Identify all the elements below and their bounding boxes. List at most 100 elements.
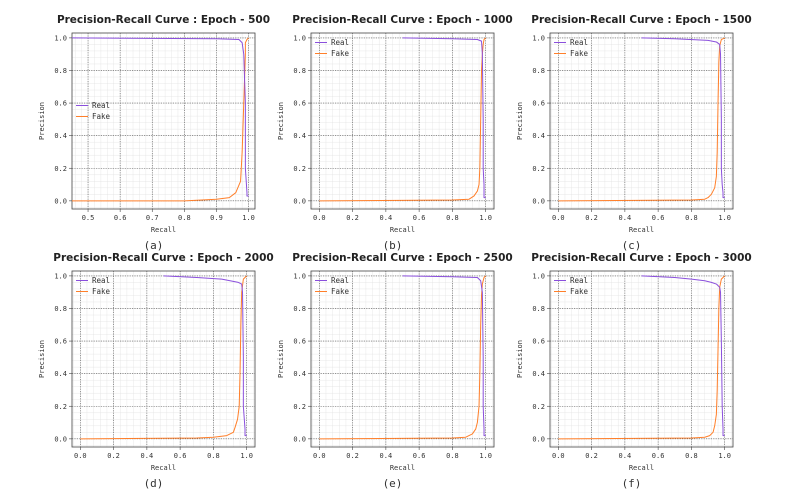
x-tick-label: 0.8 <box>685 452 698 460</box>
legend-label-fake: Fake <box>331 49 350 58</box>
x-tick-label: 0.8 <box>685 214 698 222</box>
chart-title: Precision-Recall Curve : Epoch - 500 <box>57 14 270 26</box>
minor-grid <box>72 271 255 447</box>
x-axis-label: Recall <box>629 226 654 234</box>
legend-label-fake: Fake <box>331 287 350 296</box>
x-tick-label: 0.4 <box>141 452 154 460</box>
y-tick-label: 0.4 <box>54 132 67 140</box>
y-tick-label: 0.0 <box>532 197 545 205</box>
minor-grid <box>72 33 256 209</box>
chart-panel-4: 0.0 0.2 0.4 0.6 0.8 1.0 0.0 0.2 0.4 0.6 0.8 1.0 Prec… <box>38 252 274 490</box>
y-tick-label: 0.4 <box>532 370 545 378</box>
legend-label-real: Real <box>92 276 110 285</box>
series-line-real <box>641 275 725 437</box>
x-tick-label: 0.6 <box>413 214 426 222</box>
minor-grid <box>550 271 733 447</box>
x-tick-label: 0.2 <box>346 452 359 460</box>
x-tick-label: 0.9 <box>210 214 223 222</box>
y-tick-label: 0.6 <box>532 338 545 346</box>
x-tick-label: 0.8 <box>178 214 191 222</box>
x-axis-label: Recall <box>390 226 415 234</box>
y-tick-label: 0.0 <box>293 435 306 443</box>
y-tick-label: 0.4 <box>293 132 306 140</box>
chart-panel-5: 0.0 0.2 0.4 0.6 0.8 1.0 0.0 0.2 0.4 0.6 0.8 1.0 Prec… <box>277 252 513 490</box>
x-tick-label: 0.0 <box>74 452 87 460</box>
x-tick-label: 0.4 <box>380 214 393 222</box>
x-tick-label: 0.8 <box>446 214 459 222</box>
x-tick-label: 0.6 <box>652 452 665 460</box>
y-tick-label: 0.4 <box>293 370 306 378</box>
y-axis-label: Precision <box>38 340 46 378</box>
series-line-fake <box>558 275 726 440</box>
y-tick-label: 1.0 <box>293 272 306 280</box>
y-tick-label: 0.0 <box>54 435 67 443</box>
major-grid <box>72 33 255 209</box>
y-tick-label: 0.0 <box>54 197 67 205</box>
legend-label-real: Real <box>92 101 110 110</box>
series-line-fake <box>80 275 248 440</box>
chart-title: Precision-Recall Curve : Epoch - 3000 <box>531 252 751 264</box>
chart-title: Precision-Recall Curve : Epoch - 1000 <box>292 14 512 26</box>
y-axis-label: Precision <box>516 102 524 140</box>
x-axis-label: Recall <box>151 226 176 234</box>
legend-label-real: Real <box>331 276 349 285</box>
chart-panel-1: 0.5 0.6 0.7 0.8 0.9 1.0 0.0 0.2 0.4 0.6 0.8 1.0 Prec… <box>38 14 270 252</box>
y-tick-label: 0.4 <box>532 132 545 140</box>
y-tick-label: 0.2 <box>532 403 545 411</box>
minor-grid <box>311 33 494 209</box>
x-tick-label: 0.4 <box>619 452 632 460</box>
x-tick-label: 0.6 <box>413 452 426 460</box>
series-line-fake <box>319 275 487 440</box>
panel-caption: (b) <box>383 239 403 252</box>
chart-title: Precision-Recall Curve : Epoch - 1500 <box>531 14 751 26</box>
y-tick-label: 0.6 <box>293 100 306 108</box>
series-line-fake <box>319 37 487 202</box>
x-tick-label: 0.6 <box>652 214 665 222</box>
x-tick-label: 0.5 <box>82 214 95 222</box>
axes-frame <box>549 270 734 448</box>
x-tick-label: 0.2 <box>346 214 359 222</box>
major-grid <box>72 271 255 447</box>
chart-title: Precision-Recall Curve : Epoch - 2500 <box>292 252 512 264</box>
panel-caption: (a) <box>144 239 164 252</box>
y-axis-label: Precision <box>38 102 46 140</box>
x-tick-label: 1.0 <box>479 214 492 222</box>
panel-caption: (d) <box>144 477 164 490</box>
y-tick-label: 0.2 <box>293 165 306 173</box>
panel-caption: (e) <box>383 477 403 490</box>
y-axis-label: Precision <box>277 340 285 378</box>
series-line-real <box>641 37 725 199</box>
x-axis-label: Recall <box>151 464 176 472</box>
x-axis-label: Recall <box>629 464 654 472</box>
y-tick-label: 0.6 <box>532 100 545 108</box>
chart-panel-2: 0.0 0.2 0.4 0.6 0.8 1.0 0.0 0.2 0.4 0.6 0.8 1.0 Prec… <box>277 14 513 252</box>
axes-frame <box>310 32 495 210</box>
x-tick-label: 1.0 <box>242 214 255 222</box>
series-line-real <box>402 37 486 199</box>
x-tick-label: 0.0 <box>313 452 326 460</box>
y-tick-label: 0.8 <box>532 305 545 313</box>
legend-label-fake: Fake <box>92 287 111 296</box>
axes-frame <box>71 32 256 210</box>
legend-label-real: Real <box>570 276 588 285</box>
x-tick-label: 0.2 <box>585 452 598 460</box>
axes-frame <box>310 270 495 448</box>
legend-label-fake: Fake <box>92 112 111 121</box>
y-tick-label: 0.6 <box>54 338 67 346</box>
y-axis-label: Precision <box>516 340 524 378</box>
x-tick-label: 0.0 <box>552 452 565 460</box>
x-tick-label: 0.8 <box>207 452 220 460</box>
y-tick-label: 0.8 <box>532 67 545 75</box>
y-tick-label: 0.2 <box>54 403 67 411</box>
x-tick-label: 0.4 <box>380 452 393 460</box>
x-tick-label: 0.0 <box>313 214 326 222</box>
major-grid <box>311 33 494 209</box>
panel-caption: (c) <box>622 239 642 252</box>
x-tick-label: 0.8 <box>446 452 459 460</box>
series-line-fake <box>72 37 249 202</box>
y-tick-label: 0.6 <box>293 338 306 346</box>
x-tick-label: 0.2 <box>107 452 120 460</box>
x-tick-label: 0.6 <box>174 452 187 460</box>
y-tick-label: 0.2 <box>293 403 306 411</box>
